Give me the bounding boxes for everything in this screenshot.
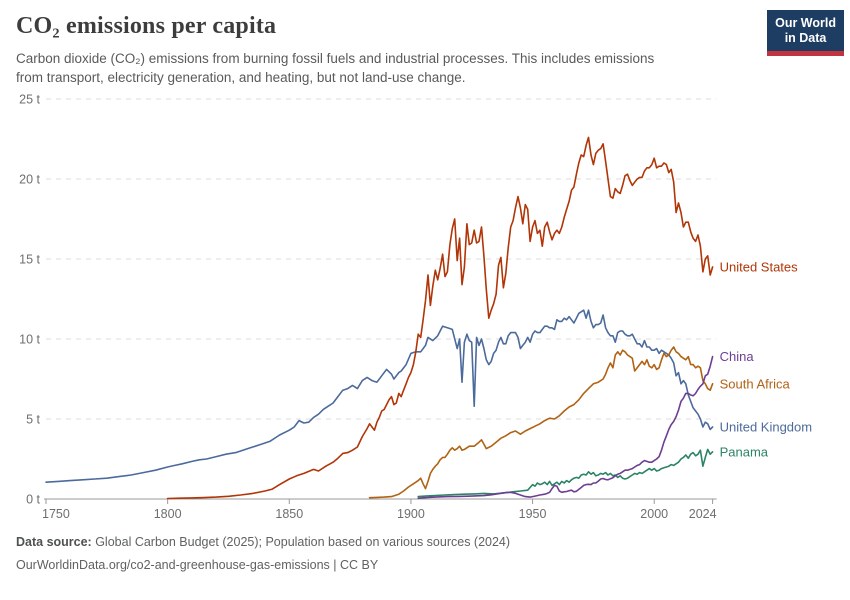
y-axis-label: 25 t (19, 93, 40, 107)
series-label-united-kingdom[interactable]: United Kingdom (720, 420, 813, 435)
series-label-panama[interactable]: Panama (720, 445, 769, 460)
series-label-united-states[interactable]: United States (720, 260, 799, 275)
series-line-united-states (166, 136, 714, 500)
x-axis-label: 2024 (689, 507, 717, 521)
owid-logo-line2: in Data (784, 31, 827, 45)
footer: Data source: Global Carbon Budget (2025)… (0, 527, 850, 576)
x-axis-label: 1800 (154, 507, 182, 521)
owid-logo[interactable]: Our World in Data (767, 10, 844, 56)
y-axis-label: 5 t (26, 413, 40, 427)
data-source-line: Data source: Global Carbon Budget (2025)… (16, 531, 834, 554)
x-axis-label: 1850 (275, 507, 303, 521)
data-source-label: Data source: (16, 535, 92, 550)
series-line-south-africa (368, 346, 714, 499)
y-axis-label: 0 t (26, 493, 40, 507)
x-axis-label: 1900 (397, 507, 425, 521)
y-axis-label: 20 t (19, 173, 40, 187)
x-axis-label: 1950 (519, 507, 547, 521)
chart-subtitle: Carbon dioxide (CO₂) emissions from burn… (16, 51, 655, 86)
y-axis-label: 15 t (19, 253, 40, 267)
footer-url: OurWorldinData.org/co2-and-greenhouse-ga… (16, 557, 379, 572)
x-axis-label: 2000 (640, 507, 668, 521)
owid-logo-line1: Our World (775, 16, 836, 30)
series-label-south-africa[interactable]: South Africa (720, 377, 791, 392)
line-chart: 0 t 5 t 10 t 15 t 20 t 25 t 1750 1800 1850 1900 19… (19, 93, 813, 522)
series-line-panama (417, 448, 714, 498)
header: CO₂ emissions per capita Carbon dioxide … (0, 0, 850, 87)
series-label-china[interactable]: China (720, 349, 755, 364)
y-axis-label: 10 t (19, 333, 40, 347)
series-line-united-kingdom (45, 309, 714, 484)
x-axis-label: 1750 (42, 507, 70, 521)
page-title: CO₂ emissions per capita (16, 13, 277, 39)
data-source-text: Global Carbon Budget (2025); Population … (91, 535, 511, 550)
series-line-china (417, 356, 714, 500)
